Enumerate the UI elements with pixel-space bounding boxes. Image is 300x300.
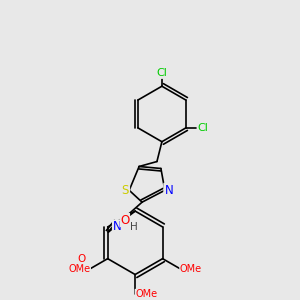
Text: O: O — [120, 214, 130, 226]
Text: N: N — [164, 184, 173, 197]
Text: Cl: Cl — [198, 123, 209, 133]
Text: N: N — [112, 220, 121, 233]
Text: H: H — [130, 222, 138, 232]
Text: O: O — [78, 254, 86, 264]
Text: S: S — [122, 184, 129, 197]
Text: OMe: OMe — [135, 289, 157, 299]
Text: Cl: Cl — [157, 68, 167, 78]
Text: OMe: OMe — [180, 264, 202, 274]
Text: OMe: OMe — [68, 264, 91, 274]
